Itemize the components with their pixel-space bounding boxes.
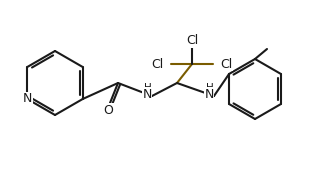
Text: N: N xyxy=(142,88,152,101)
Text: Cl: Cl xyxy=(152,57,164,70)
Text: N: N xyxy=(23,93,32,106)
Text: Cl: Cl xyxy=(186,35,198,48)
Text: O: O xyxy=(103,103,113,116)
Text: H: H xyxy=(144,83,152,93)
Text: Cl: Cl xyxy=(220,57,232,70)
Text: H: H xyxy=(206,83,214,93)
Text: N: N xyxy=(204,88,214,101)
